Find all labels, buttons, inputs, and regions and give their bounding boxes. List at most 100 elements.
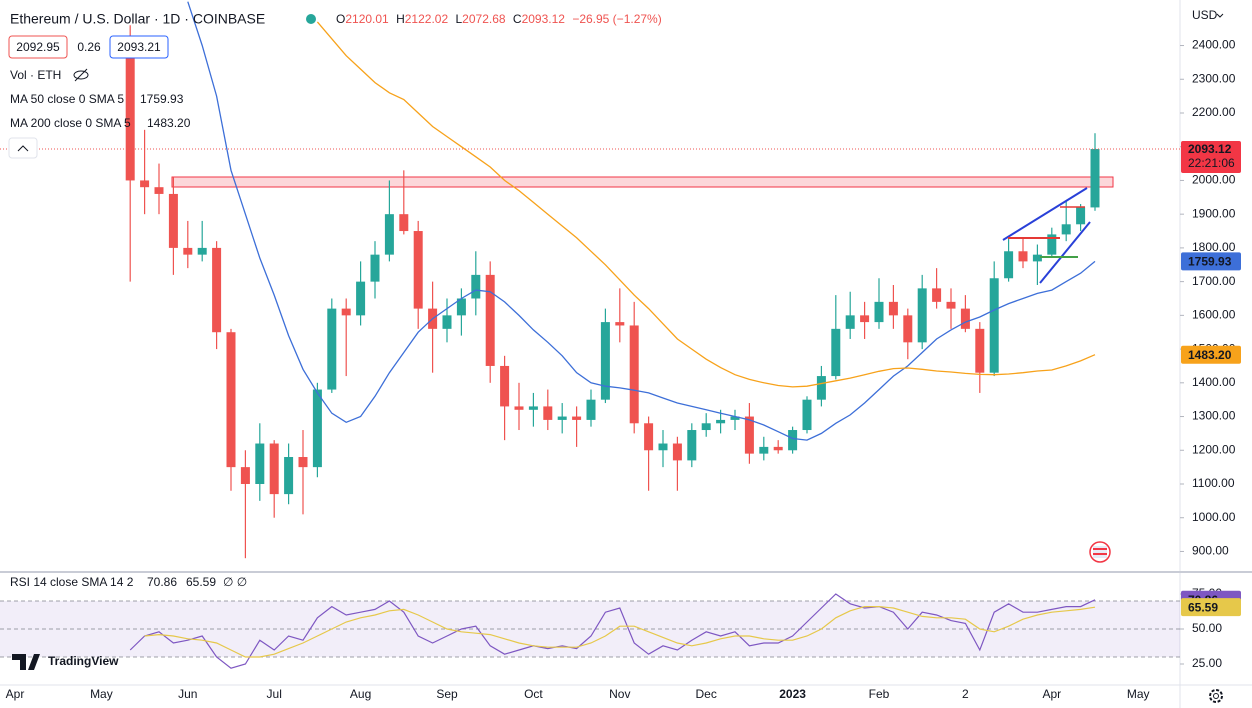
candle-body	[845, 315, 855, 329]
hide-icon[interactable]	[73, 68, 89, 82]
candle-body	[586, 399, 596, 420]
collapse-button[interactable]	[8, 137, 38, 159]
spread: 0.26	[77, 40, 101, 54]
candle-body	[298, 457, 308, 468]
candle-body	[644, 423, 654, 451]
x-tick-label: Apr	[1042, 687, 1061, 701]
y-tick-label: 1800.00	[1192, 240, 1236, 254]
ma50-legend: MA 50 close 0 SMA 5	[10, 92, 124, 106]
candle-body	[946, 301, 956, 309]
y-tick-label: 2200.00	[1192, 105, 1236, 119]
candle-body	[788, 430, 798, 451]
ohlc: O2120.01 H2122.02 L2072.68 C2093.12 −26.…	[336, 12, 662, 26]
candle-body	[370, 254, 380, 282]
candle-body	[197, 247, 207, 255]
candle-body	[356, 281, 366, 316]
candle-body	[327, 308, 337, 390]
candle-body	[1076, 207, 1086, 225]
brand: TradingView	[12, 654, 119, 670]
price-badge-label: 65.59	[1188, 600, 1218, 614]
x-tick-label: Nov	[609, 687, 630, 701]
candle-body	[802, 399, 812, 431]
price-badge	[1181, 252, 1241, 271]
x-tick-label: 2023	[779, 687, 806, 701]
rsi-legend: RSI 14 close SMA 14 2 70.86 65.59 ∅ ∅	[10, 575, 247, 589]
y-tick-label: 1400.00	[1192, 375, 1236, 389]
candle-body	[874, 301, 884, 323]
currency-caret[interactable]	[1216, 13, 1224, 18]
candle-body	[442, 315, 452, 329]
last-price-label: 2093.12	[1188, 142, 1232, 156]
change: −26.95 (−1.27%)	[572, 12, 661, 26]
x-tick-label: May	[90, 687, 113, 701]
candle-body	[615, 322, 625, 326]
candle-body	[658, 443, 668, 451]
ohlc-value: 2093.12	[522, 12, 566, 26]
candle-body	[413, 231, 423, 309]
moving-average	[187, 1, 1096, 441]
candle-body	[816, 376, 826, 400]
candle-body	[716, 419, 726, 424]
bid[interactable]: 2092.95	[16, 40, 60, 54]
last-price-badge	[1181, 141, 1241, 174]
ohlc-value: 2122.02	[405, 12, 449, 26]
candle-body	[1061, 224, 1071, 235]
candle-body	[399, 214, 409, 232]
candle-body	[1032, 254, 1042, 262]
settings-icon[interactable]	[1209, 689, 1223, 703]
price-badge	[1181, 598, 1241, 617]
rsi-legend-value: 70.86	[147, 575, 177, 589]
ask[interactable]: 2093.21	[117, 40, 161, 54]
rsi-tick-label: 25.00	[1192, 656, 1222, 670]
ohlc-key: C	[513, 12, 522, 26]
candle-body	[485, 274, 495, 366]
price-badge	[1181, 345, 1241, 364]
candle-body	[528, 406, 538, 410]
candle-body	[168, 193, 178, 248]
candle-body	[557, 416, 567, 420]
candle-body	[672, 443, 682, 461]
candle-body	[888, 301, 898, 316]
candle-body	[917, 288, 927, 343]
y-tick-label: 1600.00	[1192, 308, 1236, 322]
bid-box[interactable]	[8, 35, 68, 59]
candle-body	[125, 52, 135, 181]
ohlc-value: 2072.68	[462, 12, 506, 26]
trend-line	[1002, 187, 1088, 241]
x-tick-label: Apr	[6, 687, 25, 701]
rsi-pane	[0, 593, 1180, 669]
currency[interactable]: USD	[1192, 8, 1218, 22]
header: Ethereum / U.S. Dollar · 1D · COINBASE O…	[8, 8, 1224, 159]
brand-logo	[12, 654, 40, 670]
ask-box[interactable]	[109, 35, 169, 59]
trend-line	[1039, 221, 1091, 284]
flag-icon[interactable]	[1089, 541, 1111, 563]
price-badge-label: 1483.20	[1188, 348, 1232, 362]
y-tick-label: 1100.00	[1192, 476, 1235, 490]
ohlc-key: O	[336, 12, 345, 26]
collapse-icon[interactable]	[17, 145, 29, 152]
candle-body	[154, 187, 164, 194]
y-tick-label: 2400.00	[1192, 38, 1236, 52]
candle-body	[932, 288, 942, 302]
candle-body	[903, 315, 913, 343]
candle-body	[1047, 234, 1057, 255]
resistance-zone	[171, 176, 1114, 188]
moving-average	[316, 21, 1096, 388]
ohlc-key: L	[455, 12, 462, 26]
candle-body	[183, 247, 193, 255]
candle-body	[269, 443, 279, 495]
candle-body	[989, 278, 999, 373]
y-tick-label: 1000.00	[1192, 510, 1236, 524]
candle-body	[471, 274, 481, 299]
x-tick-label: Sep	[436, 687, 458, 701]
candle-body	[701, 423, 711, 431]
candle-body	[500, 365, 510, 407]
x-tick-label: Jul	[267, 687, 282, 701]
candle-body	[312, 389, 322, 468]
candle-body	[514, 406, 524, 410]
candle-body	[629, 325, 639, 424]
price-badge-label: 1759.93	[1188, 255, 1232, 269]
x-tick-label: Dec	[696, 687, 717, 701]
